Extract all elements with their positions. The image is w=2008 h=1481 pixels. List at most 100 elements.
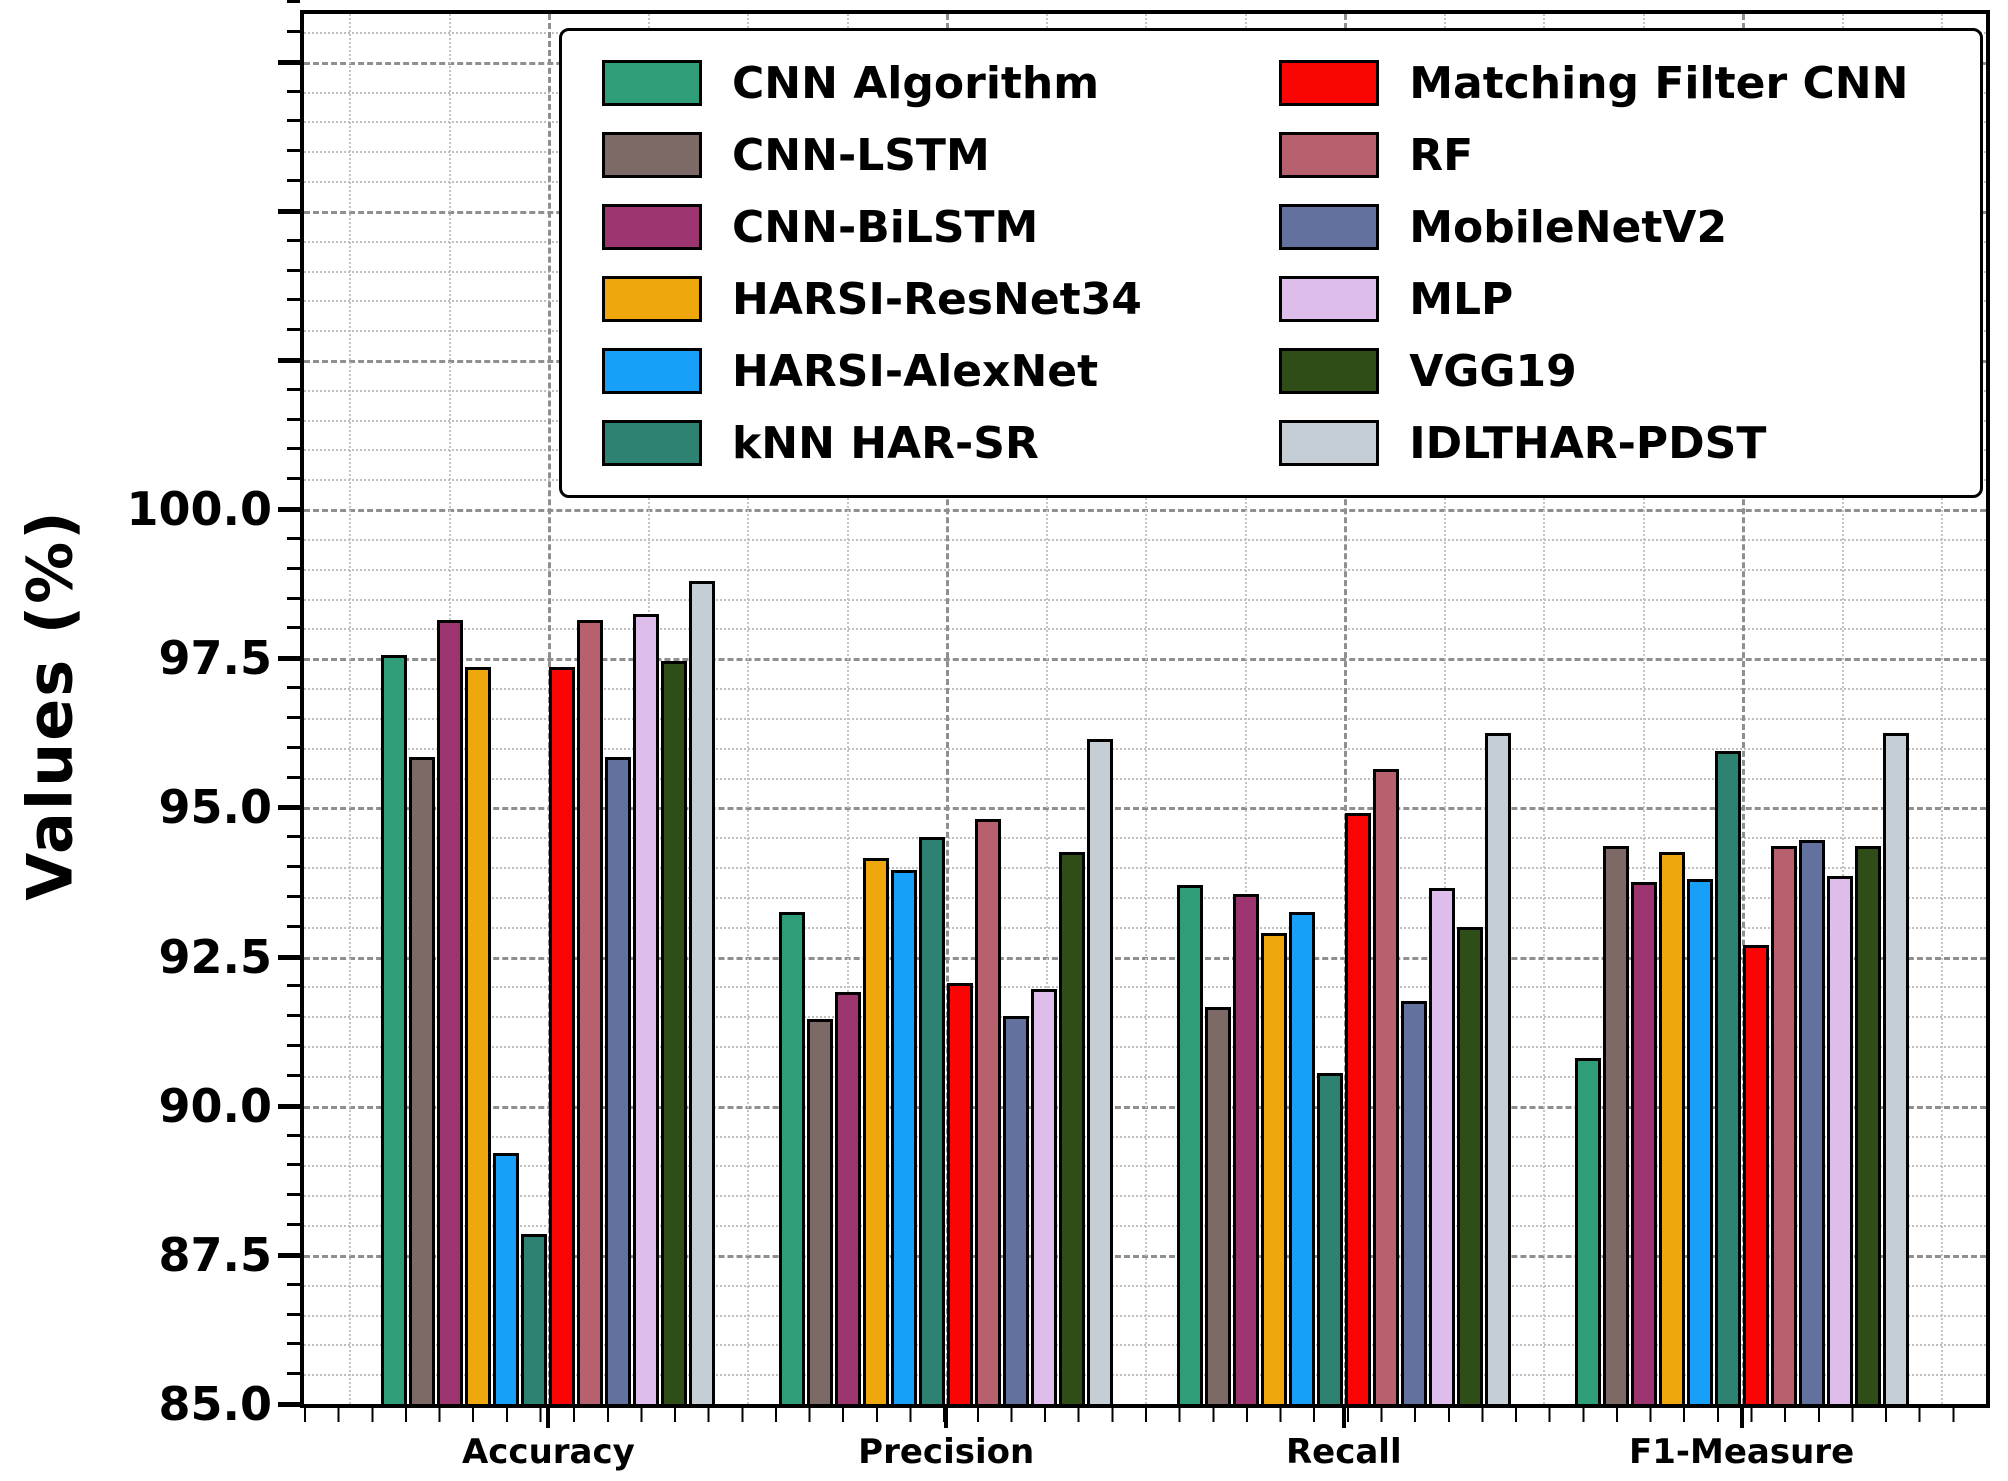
bar (1798, 840, 1825, 1404)
gridline-v-minor (1642, 14, 1645, 1404)
legend-label: MLP (1409, 273, 1514, 325)
y-major-tick (278, 1103, 300, 1109)
bar-group-f1-measure (1574, 14, 1909, 1404)
bar (1059, 852, 1086, 1404)
y-minor-tick (287, 89, 300, 93)
legend-item: RF (1279, 130, 1970, 181)
legend-swatch (1279, 348, 1380, 394)
bar (1854, 846, 1881, 1404)
legend-item: HARSI-ResNet34 (602, 274, 1279, 325)
legend-swatch (1279, 420, 1380, 466)
legend-swatch (602, 348, 702, 394)
bar (1204, 1007, 1231, 1404)
bar (891, 870, 918, 1404)
bar (1686, 879, 1713, 1404)
bar (1574, 1057, 1601, 1404)
y-minor-tick (287, 596, 300, 600)
x-tick-label: F1-Measure (1629, 1432, 1855, 1472)
bar (381, 655, 408, 1404)
y-minor-tick (287, 328, 300, 332)
bar (1602, 846, 1629, 1404)
y-minor-tick (287, 745, 300, 749)
bar (605, 756, 632, 1404)
x-axis-minor-ticks (304, 1408, 1986, 1422)
y-tick-label: 87.5 (158, 1227, 273, 1282)
bar (633, 613, 660, 1404)
x-tick-label: Recall (1285, 1432, 1402, 1472)
y-major-tick (278, 208, 300, 214)
y-major-tick (278, 1402, 300, 1407)
bar (437, 619, 464, 1404)
bar (947, 983, 974, 1404)
x-major-tick (546, 1408, 551, 1428)
y-minor-tick (287, 536, 300, 540)
y-tick-label: 95.0 (158, 780, 273, 835)
bar (1742, 944, 1769, 1404)
y-major-tick (278, 805, 300, 811)
legend-swatch (602, 132, 702, 178)
gridline-v-minor (747, 14, 749, 1404)
y-minor-tick (287, 238, 300, 242)
y-minor-tick (287, 984, 300, 988)
bar (1031, 989, 1058, 1404)
x-tick-label: Accuracy (461, 1432, 635, 1472)
y-minor-tick (287, 1372, 300, 1376)
bar (1288, 911, 1315, 1404)
legend-item: IDLTHAR-PDST (1279, 418, 1970, 469)
bar (863, 858, 890, 1404)
legend-item: Matching Filter CNN (1279, 58, 1970, 109)
legend-swatch (602, 420, 702, 466)
bar (1428, 887, 1455, 1404)
bar (409, 756, 436, 1404)
bar-group-precision (779, 14, 1114, 1404)
legend-label: IDLTHAR-PDST (1409, 417, 1767, 469)
gridline-v-minor (1443, 14, 1446, 1404)
legend-swatch (1279, 132, 1380, 178)
legend-label: Matching Filter CNN (1409, 57, 1909, 109)
legend-label: VGG19 (1409, 345, 1577, 397)
gridline-v-minor (349, 14, 351, 1404)
gridline-v-minor (1045, 14, 1048, 1404)
x-tick-label: Precision (858, 1432, 1035, 1472)
bar (1770, 846, 1797, 1404)
y-minor-tick (287, 387, 300, 391)
gridline-v-major (946, 14, 949, 1404)
gridline-v-minor (1543, 14, 1545, 1404)
bar (1484, 732, 1511, 1404)
legend-item: HARSI-AlexNet (602, 346, 1279, 397)
legend-swatch (602, 204, 702, 250)
y-tick-label: 92.5 (158, 929, 273, 984)
y-minor-tick (287, 1223, 300, 1227)
gridline-v-minor (1841, 14, 1844, 1404)
bar (577, 619, 604, 1404)
legend: CNN Algorithm CNN-LSTM CNN-BiLSTM HARSI-Res… (559, 28, 1983, 498)
bar (1344, 813, 1371, 1404)
y-minor-tick (287, 626, 300, 630)
bar (1400, 1001, 1427, 1404)
legend-swatch (1279, 60, 1380, 106)
bar (919, 837, 946, 1404)
y-minor-tick (287, 865, 300, 869)
bar (689, 580, 716, 1404)
y-minor-tick (287, 1133, 300, 1137)
legend-label: CNN Algorithm (732, 57, 1100, 109)
legend-item: CNN-BiLSTM (602, 202, 1279, 253)
bar (661, 661, 688, 1404)
y-major-tick (278, 59, 300, 65)
y-major-tick (278, 507, 300, 513)
y-major-tick (278, 1252, 300, 1258)
bar (1316, 1072, 1343, 1404)
bar (549, 667, 576, 1404)
y-tick-label: 97.5 (158, 631, 273, 686)
bar (1630, 882, 1657, 1404)
bar (835, 992, 862, 1404)
y-minor-tick (287, 686, 300, 690)
bar (1658, 852, 1685, 1404)
y-minor-tick (287, 1282, 300, 1286)
y-minor-tick (287, 29, 300, 33)
legend-item: MobileNetV2 (1279, 202, 1970, 253)
y-minor-tick (287, 1014, 300, 1018)
bar (521, 1233, 548, 1404)
y-minor-tick (287, 179, 300, 183)
legend-label: HARSI-AlexNet (732, 345, 1099, 397)
